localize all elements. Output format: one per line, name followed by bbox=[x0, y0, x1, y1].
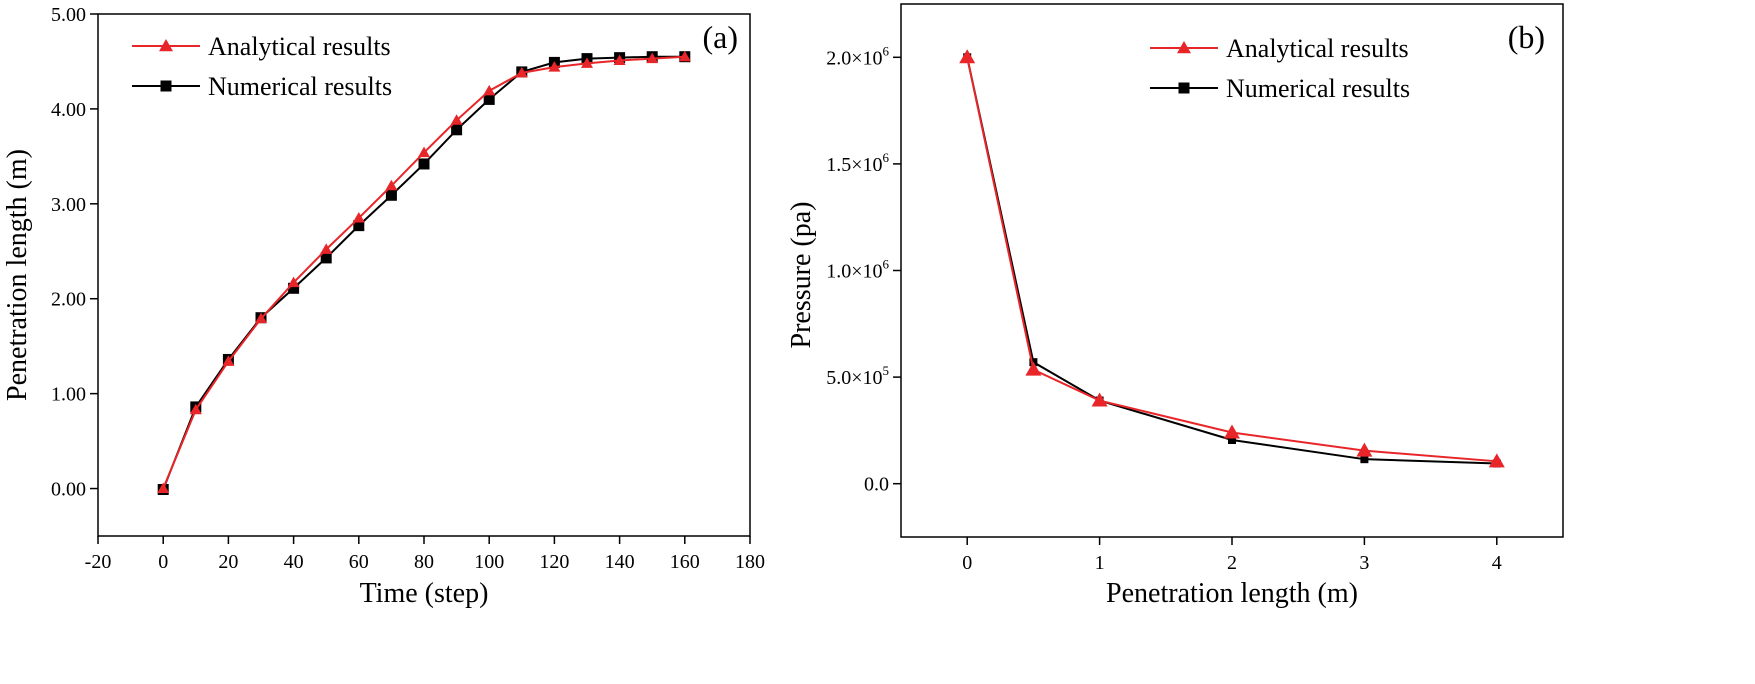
series-line-numerical-results-b bbox=[966, 57, 1497, 465]
data-point-numerical-results-b bbox=[1360, 455, 1369, 464]
data-point-analytical-results-a bbox=[548, 61, 561, 72]
y-axis-title-a: Penetration length (m) bbox=[2, 149, 33, 401]
chart-panel-b: 0 1 2 3 4 0.0 5.0×105 1.0×106 1.5×106 2.0×106 Pen… bbox=[786, 3, 1564, 609]
y-tick-label-b: 5.0×105 bbox=[826, 363, 889, 389]
y-tick-label-a: 1.00 bbox=[51, 384, 86, 406]
x-axis-title-a: Time (step) bbox=[360, 578, 489, 609]
y-tick-label-b: 2.0×106 bbox=[826, 43, 889, 69]
data-point-analytical-results-a bbox=[450, 114, 463, 125]
y-tick-label-a: 0.00 bbox=[51, 479, 86, 501]
x-tick-label-a: 0 bbox=[158, 551, 168, 573]
data-point-analytical-results-a bbox=[646, 52, 659, 64]
axis-ticks-a bbox=[90, 13, 751, 544]
legend-label-numerical-results-b: Numerical results bbox=[1226, 74, 1410, 103]
y-tick-label-a: 2.00 bbox=[51, 289, 86, 311]
legend-marker-numerical-results-b bbox=[1178, 82, 1190, 94]
y-tick-label-b: 0.0 bbox=[864, 474, 889, 496]
data-point-analytical-results-a bbox=[385, 179, 398, 191]
x-tick-label-b: 2 bbox=[1227, 552, 1237, 574]
data-point-analytical-results-a bbox=[157, 482, 170, 494]
legend-a: Analytical results Numerical results bbox=[132, 32, 392, 101]
y-axis-title-b: Pressure (pa) bbox=[786, 202, 817, 349]
x-tick-label-a: 100 bbox=[474, 551, 504, 573]
tick-labels-a: -20 0 20 40 60 80 100 120 140 160 180 0.00 1.00 2.00 3… bbox=[51, 4, 765, 573]
data-point-analytical-results-a bbox=[515, 66, 528, 78]
legend-marker-analytical-results-b bbox=[1177, 41, 1191, 54]
x-tick-label-b: 1 bbox=[1095, 552, 1105, 574]
x-tick-label-a: 180 bbox=[735, 551, 765, 573]
data-point-analytical-results-b bbox=[959, 49, 976, 64]
x-tick-label-a: 120 bbox=[539, 551, 569, 573]
data-point-numerical-results-a bbox=[451, 124, 463, 136]
data-point-analytical-results-a bbox=[418, 146, 430, 158]
series-layer-b bbox=[959, 49, 1505, 468]
x-tick-label-a: 140 bbox=[605, 551, 635, 573]
x-tick-label-b: 0 bbox=[962, 552, 972, 574]
data-point-analytical-results-a bbox=[352, 212, 365, 223]
series-line-numerical-results-a bbox=[162, 55, 685, 490]
x-tick-label-a: 60 bbox=[349, 551, 369, 573]
data-point-numerical-results-a bbox=[385, 189, 397, 201]
series-line-analytical-results-a bbox=[162, 55, 685, 489]
data-point-analytical-results-a bbox=[483, 84, 496, 96]
x-axis-title-b: Penetration length (m) bbox=[1106, 578, 1358, 609]
chart-panel-a: -20 0 20 40 60 80 100 120 140 160 180 0.00 1.00 2.00 3… bbox=[2, 4, 765, 609]
y-tick-label-b: 1.5×106 bbox=[826, 150, 889, 176]
data-point-analytical-results-a bbox=[581, 57, 593, 68]
series-line-analytical-results-b bbox=[966, 57, 1497, 463]
plot-frame-a bbox=[97, 13, 751, 537]
data-point-numerical-results-a bbox=[418, 158, 430, 170]
data-point-numerical-results-a bbox=[288, 282, 300, 294]
data-point-analytical-results-a bbox=[320, 243, 333, 254]
y-tick-label-b: 1.0×106 bbox=[826, 257, 889, 283]
y-tick-label-a: 5.00 bbox=[51, 4, 86, 26]
tick-labels-b: 0 1 2 3 4 0.0 5.0×105 1.0×106 1.5×106 2.0×106 bbox=[826, 43, 1502, 574]
legend-marker-numerical-results-a bbox=[160, 80, 172, 92]
data-point-analytical-results-a bbox=[189, 403, 202, 415]
data-point-analytical-results-b bbox=[1025, 361, 1042, 376]
data-point-numerical-results-a bbox=[483, 93, 495, 105]
panel-label-b: (b) bbox=[1508, 19, 1545, 55]
data-point-analytical-results-b bbox=[1224, 424, 1240, 439]
x-tick-label-a: 160 bbox=[670, 551, 700, 573]
data-point-analytical-results-b bbox=[1091, 392, 1108, 407]
legend-label-numerical-results-a: Numerical results bbox=[208, 72, 392, 101]
data-point-analytical-results-b bbox=[1488, 453, 1505, 468]
series-layer-a bbox=[157, 50, 691, 495]
data-point-analytical-results-a bbox=[678, 50, 691, 62]
data-point-analytical-results-a bbox=[222, 355, 235, 366]
data-point-analytical-results-a bbox=[255, 312, 267, 324]
panel-label-a: (a) bbox=[702, 19, 738, 55]
x-tick-label-a: -20 bbox=[85, 551, 112, 573]
legend-label-analytical-results-a: Analytical results bbox=[208, 32, 391, 61]
x-tick-label-a: 80 bbox=[414, 551, 434, 573]
legend-marker-analytical-results-a bbox=[159, 39, 173, 52]
data-point-numerical-results-a bbox=[353, 220, 365, 232]
data-point-numerical-results-b bbox=[1228, 435, 1236, 444]
x-tick-label-b: 4 bbox=[1492, 552, 1502, 574]
data-point-analytical-results-b bbox=[1356, 442, 1373, 457]
y-tick-label-a: 3.00 bbox=[51, 194, 86, 216]
x-tick-label-a: 40 bbox=[284, 551, 304, 573]
data-point-analytical-results-a bbox=[613, 54, 626, 66]
x-tick-label-b: 3 bbox=[1359, 552, 1369, 574]
data-point-analytical-results-a bbox=[287, 276, 300, 288]
y-tick-label-a: 4.00 bbox=[51, 99, 86, 121]
x-tick-label-a: 20 bbox=[218, 551, 238, 573]
legend-b: Analytical results Numerical results bbox=[1150, 34, 1410, 103]
axis-ticks-b bbox=[893, 56, 1498, 545]
data-point-numerical-results-a bbox=[320, 252, 332, 264]
legend-label-analytical-results-b: Analytical results bbox=[1226, 34, 1409, 63]
